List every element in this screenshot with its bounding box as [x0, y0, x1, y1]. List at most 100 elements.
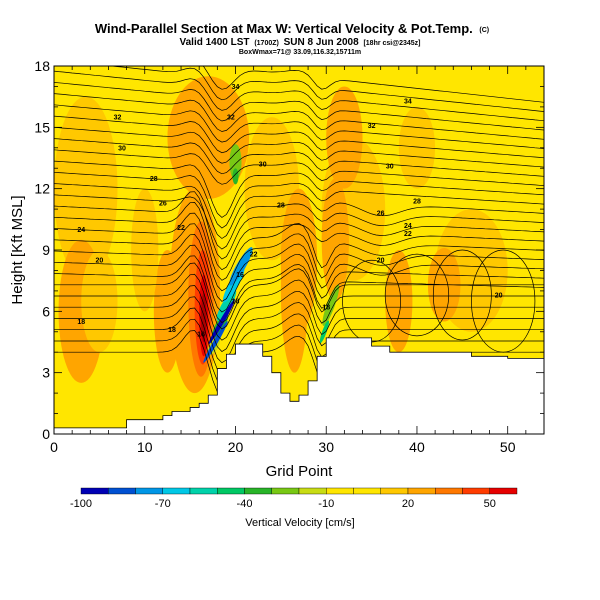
contour-label: 22	[177, 225, 185, 232]
contour-label: 24	[404, 223, 412, 230]
subtitle-time-small: (1700Z)	[254, 40, 279, 47]
y-axis-title: Height [Kft MSL]	[9, 195, 26, 304]
colorbar-tick-label: -100	[70, 498, 92, 510]
theta-contour	[54, 202, 544, 271]
contour-label: 20	[377, 258, 385, 265]
theta-contour	[54, 149, 544, 186]
downdraft-cell	[229, 247, 253, 286]
colorbar: -100 -70 -40 -10 20 50	[70, 487, 518, 510]
theta-contour	[54, 138, 544, 177]
theta-contour	[54, 115, 544, 159]
x-tick-label: 10	[137, 439, 153, 455]
colorbar-bin	[407, 487, 436, 495]
theta-contour	[54, 191, 544, 260]
colorbar-tick-label: -40	[237, 498, 253, 510]
theta-contour	[54, 82, 544, 131]
theta-contour	[54, 296, 544, 364]
contour-label: 26	[159, 200, 167, 207]
colorbar-bin	[271, 487, 300, 495]
theta-contour	[54, 273, 544, 341]
theta-contour	[54, 194, 544, 250]
contour-label: 22	[404, 231, 412, 238]
chart-title-mark: (C)	[479, 27, 489, 34]
theta-contour	[54, 183, 544, 239]
contour-label: 34	[232, 84, 240, 91]
contour-label: 32	[114, 115, 122, 122]
velocity-cell	[280, 209, 309, 373]
subtitle-date-small: [18hr csi@2345z]	[363, 40, 420, 47]
colorbar-bin	[135, 487, 163, 495]
colorbar-bin	[435, 487, 463, 495]
contour-label: 32	[227, 115, 235, 122]
theta-contour	[54, 223, 544, 292]
contour-label: 22	[250, 252, 258, 259]
downdraft-cell	[322, 284, 340, 326]
theta-contours	[54, 66, 544, 397]
colorbar-bin	[217, 487, 245, 495]
theta-contour	[54, 171, 544, 229]
subtitle-time: Valid 1400 LST	[180, 37, 250, 48]
theta-contour	[54, 318, 544, 386]
velocity-cell	[54, 96, 118, 281]
colorbar-bin	[298, 487, 327, 495]
colorbar-bin	[489, 487, 518, 495]
y-tick-label: 9	[42, 242, 50, 258]
colorbar-label: Vertical Velocity [cm/s]	[245, 517, 354, 529]
subtitle-date: SUN 8 Jun 2008	[284, 37, 359, 48]
x-tick-label: 30	[318, 439, 334, 455]
x-tick-label: 20	[228, 439, 244, 455]
contour-label: 18	[322, 305, 330, 312]
colorbar-bin	[326, 487, 354, 495]
theta-contour	[54, 126, 544, 168]
chart-subtitle-valid: Valid 1400 LST (1700Z) SUN 8 Jun 2008 [1…	[180, 37, 421, 48]
velocity-cell	[321, 178, 349, 302]
y-tick-label: 12	[34, 181, 50, 197]
colorbar-bin	[108, 487, 136, 495]
chart-title: Wind-Parallel Section at Max W: Vertical…	[95, 21, 489, 36]
theta-contour	[54, 285, 544, 352]
contour-label: 32	[368, 123, 376, 130]
contour-label: 18	[168, 327, 176, 334]
colorbar-bin	[353, 487, 381, 495]
downdraft-cell	[208, 299, 236, 345]
chart-title-main: Wind-Parallel Section at Max W: Vertical…	[95, 21, 473, 36]
colorbar-bin	[244, 487, 272, 495]
y-tick-label: 18	[34, 58, 50, 74]
colorbar-tick-label: -10	[318, 498, 334, 510]
theta-contour	[54, 104, 544, 149]
y-axis: 0 3 6 9 12 15 18	[34, 58, 544, 442]
colorbar-tick-label: -70	[155, 498, 171, 510]
theta-contour	[384, 253, 450, 337]
contour-label: 28	[150, 176, 158, 183]
contour-label: 30	[386, 164, 394, 171]
theta-contour	[54, 160, 544, 218]
theta-contour	[471, 249, 536, 353]
downdraft-cell	[216, 289, 237, 321]
velocity-cell	[385, 250, 413, 353]
contour-label: 28	[277, 203, 285, 210]
theta-contour	[202, 66, 544, 103]
colorbar-tick-label: 20	[402, 498, 414, 510]
y-tick-label: 6	[42, 303, 50, 319]
y-tick-label: 3	[42, 365, 50, 381]
theta-contour	[54, 307, 544, 375]
colorbar-bin	[462, 487, 490, 495]
contour-label: 18	[232, 299, 240, 306]
x-tick-label: 40	[409, 439, 425, 455]
contour-label: 30	[259, 162, 267, 169]
colorbar-tick-label: 50	[484, 498, 496, 510]
contour-label: 16	[197, 331, 205, 338]
y-tick-label: 15	[34, 119, 50, 135]
contour-label: 18	[77, 319, 85, 326]
velocity-cell	[131, 188, 159, 312]
theta-contour	[432, 249, 492, 341]
colorbar-bin	[380, 487, 409, 495]
theta-contour	[54, 255, 544, 323]
contour-label: 34	[404, 98, 412, 105]
colorbar-bin	[162, 487, 191, 495]
x-axis-title: Grid Point	[266, 463, 334, 480]
theta-contour	[54, 70, 544, 122]
